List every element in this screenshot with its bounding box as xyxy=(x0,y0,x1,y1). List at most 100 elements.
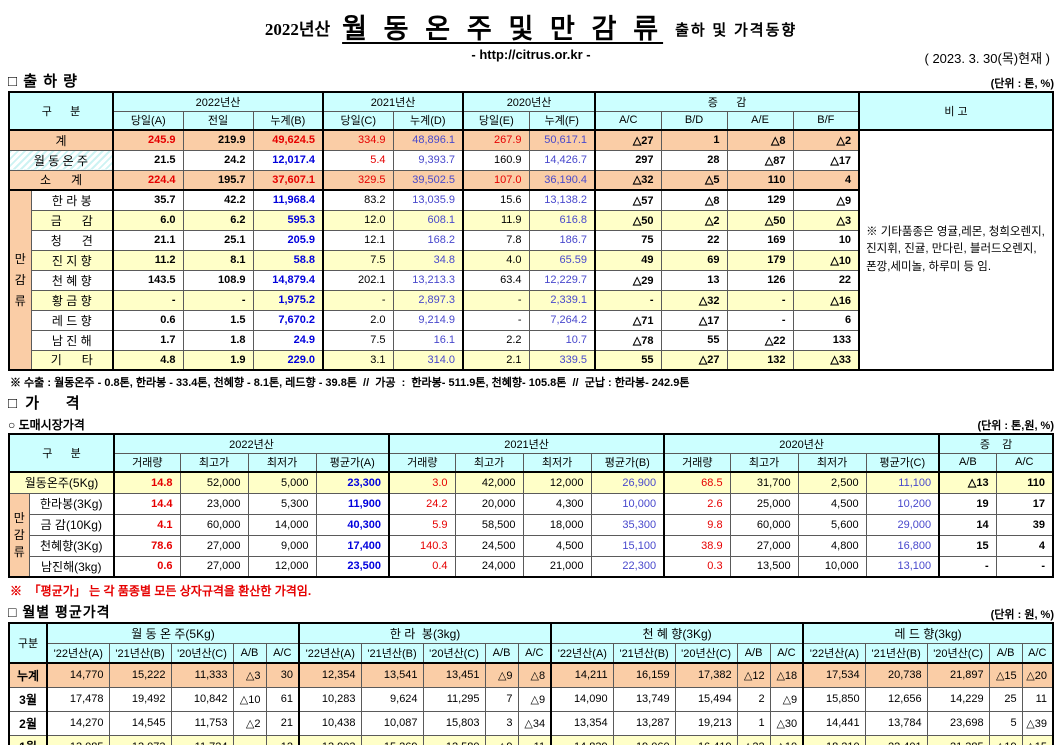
table-cell: △18 xyxy=(769,662,804,688)
col-header-2020: 2020년산 xyxy=(663,433,940,454)
col-header: A/B xyxy=(736,642,771,664)
table-cell: 0.6 xyxy=(112,309,184,331)
table-cell: 2.2 xyxy=(462,329,530,351)
table-cell: 21,385 xyxy=(926,734,990,745)
table-cell: 229.0 xyxy=(252,349,324,371)
col-header-onju: 월 동 온 주(5Kg) xyxy=(45,622,300,644)
monthly-table: 구분 월 동 온 주(5Kg) 한 라 봉(3kg) 천 혜 향(3Kg) 레 … xyxy=(8,622,1054,745)
table-cell: △9 xyxy=(769,686,804,712)
table-cell: 14,426.7 xyxy=(528,149,596,171)
price-row: 남진해(3kg) 0.6 27,000 12,000 23,500 0.4 24,000 21… xyxy=(9,555,1054,578)
row-label: 2월 xyxy=(8,710,48,736)
row-label: 월동온주(5Kg) xyxy=(8,471,115,494)
table-cell: 9.8 xyxy=(663,513,731,536)
col-header-gubun: 구분 xyxy=(8,622,48,664)
report-subtitle-line: - http://citrus.or.kr - ( 2023. 3. 30(목)… xyxy=(8,46,1054,67)
table-cell: 14,270 xyxy=(46,710,110,736)
col-header: '22년산(A) xyxy=(298,642,362,664)
table-cell: 4,800 xyxy=(797,534,867,557)
table-cell: 1.5 xyxy=(182,309,254,331)
table-cell: △17 xyxy=(792,149,860,171)
table-cell: 61 xyxy=(265,686,300,712)
table-cell: △29 xyxy=(594,269,662,291)
table-cell: 179 xyxy=(726,249,794,271)
table-cell: 11 xyxy=(1021,686,1054,712)
col-header-gubun: 구 분 xyxy=(8,91,114,131)
table-cell: 10,283 xyxy=(298,686,362,712)
row-label: 한 라 봉 xyxy=(30,189,114,211)
col-header: A/C xyxy=(594,110,662,131)
table-cell: △57 xyxy=(594,189,662,211)
col-header: 최저가 xyxy=(522,452,592,473)
shipment-section-header: □ 출 하 량 (단위 : 톤, %) xyxy=(8,70,1054,91)
table-cell: - xyxy=(726,289,794,311)
table-cell: 49 xyxy=(594,249,662,271)
col-header-hallabong: 한 라 봉(3kg) xyxy=(298,622,552,644)
table-cell: 4 xyxy=(995,534,1054,557)
table-cell: 27,000 xyxy=(729,534,799,557)
table-cell: 58.8 xyxy=(252,249,324,271)
table-cell: 132 xyxy=(726,349,794,371)
col-header: '20년산(C) xyxy=(170,642,234,664)
table-cell: 19 xyxy=(938,492,997,515)
table-cell: 143.5 xyxy=(112,269,184,291)
table-cell: 11,900 xyxy=(315,492,390,515)
table-cell: 110 xyxy=(726,169,794,191)
col-header: '22년산(A) xyxy=(550,642,614,664)
report-date: ( 2023. 3. 30(목)현재 ) xyxy=(924,51,1050,66)
table-cell: 13,541 xyxy=(360,662,424,688)
table-cell: △5 xyxy=(660,169,728,191)
table-cell: 22 xyxy=(792,269,860,291)
col-header: 전일 xyxy=(182,110,254,131)
col-header: A/E xyxy=(726,110,794,131)
table-cell: 11,333 xyxy=(170,662,234,688)
table-cell: 195.7 xyxy=(182,169,254,191)
table-cell: 12,580 xyxy=(422,734,486,745)
shipment-table: 구 분 2022년산 2021년산 2020년산 증 감 비 고 당일(A) 전일… xyxy=(8,91,1054,371)
table-cell: 14,229 xyxy=(926,686,990,712)
table-cell: 1 xyxy=(736,710,771,736)
table-cell: 75 xyxy=(594,229,662,251)
price-section-header: ○ 도매시장가격 (단위 : 톤,원, %) xyxy=(8,416,1054,433)
table-cell: △12 xyxy=(736,662,771,688)
row-label: 기 타 xyxy=(30,349,114,371)
table-cell: △8 xyxy=(517,662,552,688)
table-cell: 14,441 xyxy=(802,710,866,736)
table-cell: 63.4 xyxy=(462,269,530,291)
table-cell: △22 xyxy=(736,734,771,745)
col-header: A/C xyxy=(995,452,1054,473)
table-cell: 37,607.1 xyxy=(252,169,324,191)
table-cell: 2 xyxy=(736,686,771,712)
col-header: A/C xyxy=(265,642,300,664)
col-header-cheonhyehyang: 천 혜 향(3Kg) xyxy=(550,622,804,644)
table-cell: 36,190.4 xyxy=(528,169,596,191)
table-cell: 245.9 xyxy=(112,129,184,151)
row-label: 남진해(3kg) xyxy=(28,555,115,578)
table-cell: △2 xyxy=(660,209,728,231)
table-cell: △30 xyxy=(769,710,804,736)
table-cell: 0.6 xyxy=(113,555,181,578)
table-cell: 2.1 xyxy=(462,349,530,371)
table-cell: 15.6 xyxy=(462,189,530,211)
col-header: 평균가(A) xyxy=(315,452,390,473)
table-cell: 17,382 xyxy=(674,662,738,688)
col-header: A/C xyxy=(1021,642,1054,664)
table-cell: 50,617.1 xyxy=(528,129,596,151)
table-cell: 38.9 xyxy=(663,534,731,557)
table-cell: 19,213 xyxy=(674,710,738,736)
col-header: A/B xyxy=(484,642,519,664)
table-cell: 12.0 xyxy=(322,209,394,231)
col-header: B/F xyxy=(792,110,860,131)
table-cell: 12,354 xyxy=(298,662,362,688)
table-cell: 18,000 xyxy=(522,513,592,536)
table-cell: △8 xyxy=(660,189,728,211)
table-cell: 26,900 xyxy=(590,471,665,494)
col-header: 당일(A) xyxy=(112,110,184,131)
col-header: A/C xyxy=(517,642,552,664)
table-cell: 19,060 xyxy=(612,734,676,745)
col-header: '20년산(C) xyxy=(422,642,486,664)
table-cell: 13 xyxy=(660,269,728,291)
export-note: ※ 수출 : 월동온주 - 0.8톤, 한라봉 - 33.4톤, 천혜향 - 8… xyxy=(10,377,690,389)
site-url[interactable]: - http://citrus.or.kr - xyxy=(471,47,591,62)
